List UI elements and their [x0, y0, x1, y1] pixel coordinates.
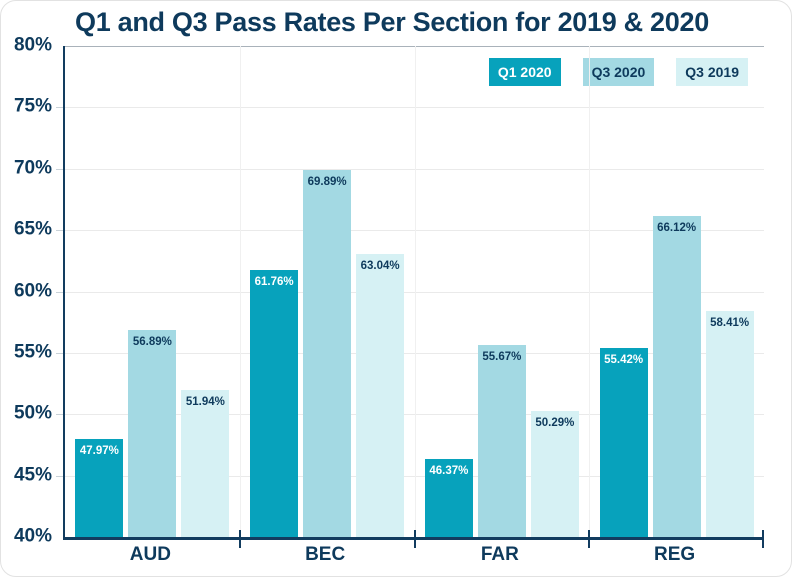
- y-axis-label-50-: 50%: [13, 402, 52, 424]
- bar-value-label: 66.12%: [657, 222, 697, 235]
- chart-legend: Q1 2020 Q3 2020 Q3 2019: [488, 58, 748, 86]
- x-axis-tick: [238, 530, 241, 548]
- bar-aud-q1-2020: 47.97%: [75, 439, 124, 537]
- category-separator: [414, 46, 416, 537]
- bar-value-label: 58.41%: [710, 317, 750, 330]
- bar-group-bec: 61.76% 69.89% 63.04%: [240, 46, 415, 537]
- bar-value-label: 50.29%: [535, 416, 575, 429]
- y-axis-label-65-: 65%: [13, 218, 52, 240]
- y-tick-75-: [56, 107, 63, 109]
- x-axis-labels: AUD BEC FAR REG: [63, 544, 762, 568]
- bar-value-label: 63.04%: [360, 260, 400, 273]
- bar-value-label: 47.97%: [79, 445, 119, 458]
- y-axis-label-80-: 80%: [13, 34, 52, 56]
- y-tick-55-: [56, 352, 63, 354]
- y-tick-65-: [56, 230, 63, 232]
- bar-value-label: 55.67%: [482, 350, 522, 363]
- y-axis-label-60-: 60%: [13, 280, 52, 302]
- bar-aud-q3-2020: 56.89%: [128, 329, 177, 537]
- bar-value-label: 51.94%: [185, 396, 225, 409]
- legend-item-q3-2020: Q3 2020: [582, 58, 655, 86]
- y-tick-60-: [56, 291, 63, 293]
- x-axis-label-bec: BEC: [305, 544, 346, 565]
- bar-group-far: 46.37% 55.67% 50.29%: [415, 46, 590, 537]
- bar-group-aud: 47.97% 56.89% 51.94%: [65, 46, 240, 537]
- bar-far-q3-2019: 50.29%: [530, 410, 579, 537]
- bar-value-label: 56.89%: [132, 335, 172, 348]
- y-axis-labels: 80% 75% 70% 65% 60% 55% 50% 45% 40%: [1, 35, 57, 547]
- x-axis-label-reg: REG: [654, 544, 696, 565]
- bar-far-q3-2020: 55.67%: [477, 344, 526, 537]
- y-axis-label-40-: 40%: [13, 525, 52, 547]
- category-separator: [239, 46, 241, 537]
- plot-area: 47.97% 56.89% 51.94% 61.76% 69.89% 63.04% 46.3…: [56, 46, 764, 548]
- bar-reg-q1-2020: 55.42%: [599, 347, 648, 537]
- bar-value-label: 46.37%: [429, 464, 469, 477]
- bar-bec-q3-2020: 69.89%: [303, 170, 352, 537]
- bar-bec-q1-2020: 61.76%: [250, 269, 299, 537]
- bar-value-label: 61.76%: [254, 275, 294, 288]
- y-axis-label-70-: 70%: [13, 157, 52, 179]
- y-axis-label-55-: 55%: [13, 341, 52, 363]
- category-separator: [589, 46, 591, 537]
- bar-value-label: 69.89%: [307, 176, 347, 189]
- bar-group-reg: 55.42% 66.12% 58.41%: [589, 46, 764, 537]
- x-axis-tick: [413, 530, 416, 548]
- y-tick-45-: [56, 475, 63, 477]
- bar-far-q1-2020: 46.37%: [424, 458, 473, 537]
- bar-value-label: 55.42%: [604, 353, 644, 366]
- x-axis-tick: [588, 530, 591, 548]
- bar-aud-q3-2019: 51.94%: [181, 390, 230, 537]
- chart-title: Q1 and Q3 Pass Rates Per Section for 201…: [75, 7, 709, 37]
- bar-reg-q3-2019: 58.41%: [705, 311, 754, 537]
- x-axis-tick: [762, 530, 764, 548]
- y-axis-label-45-: 45%: [13, 464, 52, 486]
- x-axis-label-aud: AUD: [129, 544, 171, 565]
- y-axis-label-75-: 75%: [13, 95, 52, 117]
- y-tick-70-: [56, 168, 63, 170]
- legend-item-q1-2020: Q1 2020: [488, 58, 561, 86]
- bar-reg-q3-2020: 66.12%: [652, 216, 701, 537]
- bar-bec-q3-2019: 63.04%: [356, 254, 405, 537]
- y-tick-50-: [56, 414, 63, 416]
- x-axis-label-far: FAR: [480, 544, 519, 565]
- legend-item-q3-2019: Q3 2019: [676, 58, 748, 86]
